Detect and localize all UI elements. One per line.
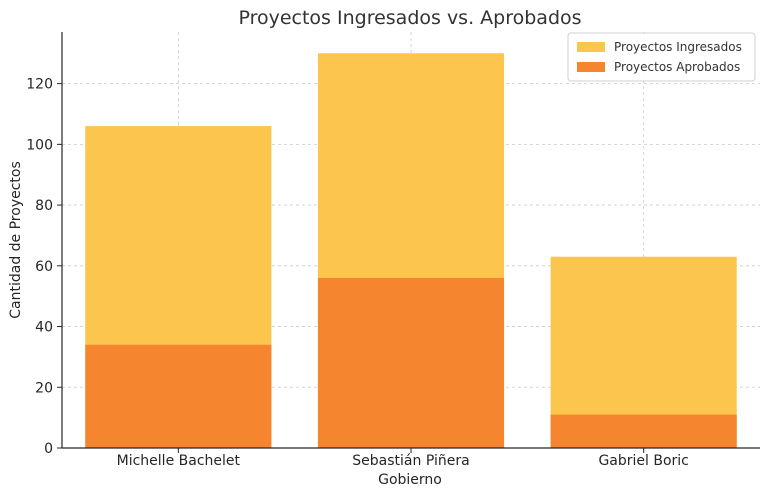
legend-label-aprobados: Proyectos Aprobados [614, 60, 740, 74]
y-tick-label: 120 [26, 77, 53, 93]
bar-aprobados [550, 414, 737, 448]
ticks-layer: 0 20 40 60 80 100 120 Michelle Bachelet Sebastiá… [26, 77, 689, 469]
y-tick-label: 0 [44, 441, 53, 457]
legend: Proyectos Ingresados Proyectos Aprobados [567, 32, 756, 82]
y-tick-label: 80 [35, 198, 53, 214]
y-tick-label: 40 [35, 320, 53, 336]
x-tick-label: Michelle Bachelet [117, 453, 241, 469]
x-axis-label: Gobierno [378, 472, 442, 488]
x-tick-label: Gabriel Boric [598, 453, 688, 469]
y-tick-label: 20 [35, 380, 53, 396]
y-axis-label: Cantidad de Proyectos [8, 161, 24, 319]
legend-frame [567, 32, 756, 82]
y-tick-label: 100 [26, 137, 53, 153]
bars-layer [85, 53, 737, 449]
legend-label-ingresados: Proyectos Ingresados [614, 40, 742, 54]
x-tick-label: Sebastián Piñera [352, 453, 469, 469]
bar-aprobados [317, 277, 505, 448]
y-tick-label: 60 [35, 259, 53, 275]
bar-aprobados [85, 344, 272, 448]
legend-swatch-aprobados [577, 62, 605, 72]
chart-title: Proyectos Ingresados vs. Aprobados [238, 7, 581, 29]
legend-swatch-ingresados [577, 42, 605, 52]
